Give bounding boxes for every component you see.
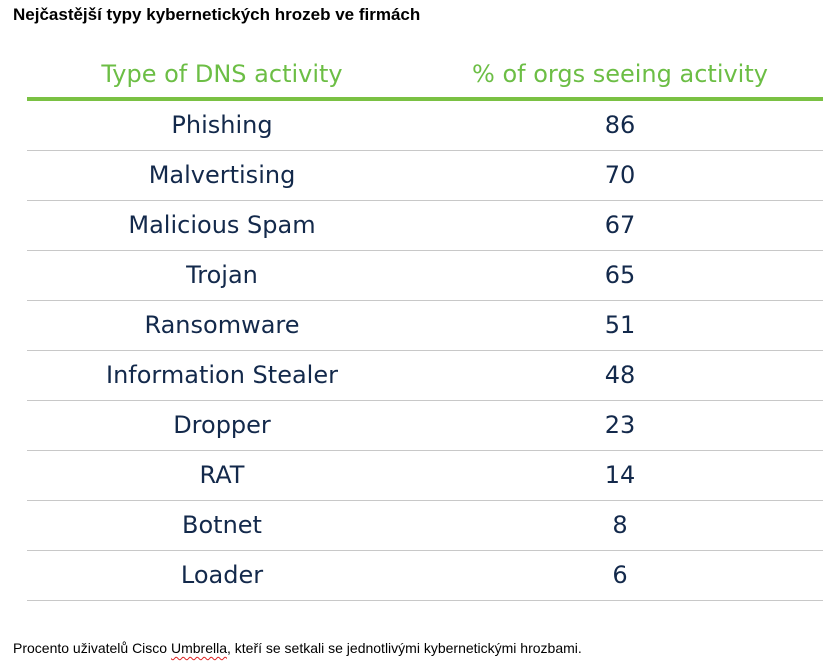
footnote-misspelled-word: Umbrella	[170, 640, 227, 656]
cell-type: Loader	[180, 561, 264, 589]
table-row: Ransomware 51	[27, 301, 823, 351]
cell-percent: 14	[604, 461, 636, 489]
table-row: Trojan 65	[27, 251, 823, 301]
cell-type: Dropper	[173, 411, 271, 439]
table-row: Loader 6	[27, 551, 823, 601]
cell-type: RAT	[199, 461, 245, 489]
cell-percent: 86	[604, 111, 636, 139]
cell-type: Trojan	[186, 261, 258, 289]
table-row: Malicious Spam 67	[27, 201, 823, 251]
cell-type: Malvertising	[148, 161, 296, 189]
footnote: Procento uživatelů Cisco Umbrella, kteří…	[13, 640, 582, 656]
footnote-text-after: , kteří se setkali se jednotlivými kyber…	[226, 640, 582, 656]
cell-percent: 67	[604, 211, 636, 239]
header-percent: % of orgs seeing activity	[472, 60, 768, 88]
cell-percent: 23	[604, 411, 636, 439]
cell-type: Phishing	[171, 111, 273, 139]
cell-percent: 70	[604, 161, 636, 189]
footnote-text-before: Procento uživatelů Cisco	[13, 640, 171, 656]
table-row: Dropper 23	[27, 401, 823, 451]
table-row: Botnet 8	[27, 501, 823, 551]
cell-percent: 48	[604, 361, 636, 389]
cell-type: Ransomware	[144, 311, 300, 339]
cell-percent: 8	[612, 511, 628, 539]
cell-type: Botnet	[182, 511, 262, 539]
table-row: Malvertising 70	[27, 151, 823, 201]
table-row: RAT 14	[27, 451, 823, 501]
cell-percent: 6	[612, 561, 628, 589]
table-header-row: Type of DNS activity % of orgs seeing ac…	[27, 52, 823, 101]
page-title: Nejčastější typy kybernetických hrozeb v…	[13, 5, 421, 24]
header-type: Type of DNS activity	[101, 60, 343, 88]
cell-percent: 51	[604, 311, 636, 339]
table-row: Information Stealer 48	[27, 351, 823, 401]
dns-activity-table: Type of DNS activity % of orgs seeing ac…	[27, 52, 823, 601]
cell-type: Malicious Spam	[128, 211, 316, 239]
cell-type: Information Stealer	[106, 361, 338, 389]
table-row: Phishing 86	[27, 101, 823, 151]
cell-percent: 65	[604, 261, 636, 289]
